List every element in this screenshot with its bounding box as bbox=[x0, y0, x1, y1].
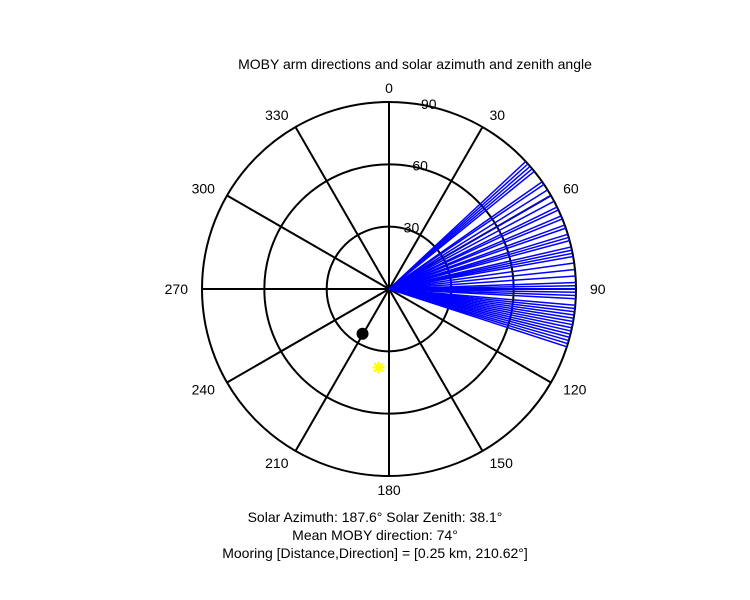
angle-label-0: 0 bbox=[385, 80, 393, 96]
moby-arm-series bbox=[388, 160, 576, 348]
moby-arm-ray bbox=[388, 268, 576, 290]
moby-arm-ray bbox=[388, 218, 563, 290]
angle-label-120: 120 bbox=[563, 382, 587, 398]
radial-label-90: 90 bbox=[421, 96, 437, 112]
radial-label-60: 60 bbox=[412, 158, 428, 174]
mooring-caption: Mooring [Distance,Direction] = [0.25 km,… bbox=[222, 545, 528, 561]
solar-caption: Solar Azimuth: 187.6° Solar Zenith: 38.1… bbox=[247, 509, 503, 525]
moby-arm-ray bbox=[388, 183, 545, 290]
moby-arm-ray bbox=[388, 262, 575, 290]
radial-label-30: 30 bbox=[404, 219, 420, 235]
moby-arm-ray bbox=[388, 194, 552, 290]
moby-arm-ray bbox=[388, 209, 559, 290]
angle-label-240: 240 bbox=[192, 382, 216, 398]
moby-arm-ray bbox=[388, 239, 570, 290]
moby-arm-ray bbox=[388, 275, 576, 290]
markers bbox=[356, 327, 385, 374]
moby-arm-ray bbox=[388, 189, 548, 290]
moby-arm-ray bbox=[388, 170, 535, 290]
mooring-marker bbox=[356, 327, 369, 340]
moby-arm-ray bbox=[388, 288, 568, 348]
mean-direction-caption: Mean MOBY direction: 74° bbox=[292, 527, 458, 543]
sun-marker-stroke bbox=[373, 362, 384, 373]
angle-label-210: 210 bbox=[265, 455, 289, 471]
angle-label-150: 150 bbox=[490, 455, 514, 471]
moby-arm-ray bbox=[388, 255, 574, 290]
moby-arm-ray bbox=[388, 288, 576, 300]
sun-marker bbox=[372, 361, 385, 374]
angle-label-90: 90 bbox=[590, 281, 606, 297]
angle-label-30: 30 bbox=[490, 107, 506, 123]
angle-label-300: 300 bbox=[192, 181, 216, 197]
chart-title: MOBY arm directions and solar azimuth an… bbox=[238, 56, 592, 72]
angle-label-60: 60 bbox=[563, 181, 579, 197]
angle-label-180: 180 bbox=[377, 482, 401, 498]
angle-label-330: 330 bbox=[265, 107, 289, 123]
angle-label-270: 270 bbox=[165, 281, 189, 297]
angle-labels: 0 30 60 90 120 150 180 210 240 270 300 330 30 60 90 bbox=[165, 80, 606, 498]
moby-arm-ray bbox=[388, 200, 555, 290]
moby-arm-ray bbox=[388, 227, 567, 290]
